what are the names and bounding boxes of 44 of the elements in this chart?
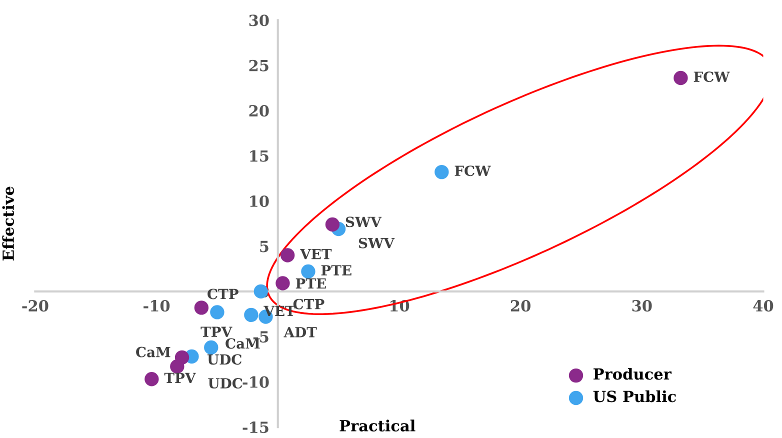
- annotation: UDC: [208, 378, 242, 389]
- point: [170, 359, 184, 374]
- point: [194, 300, 209, 315]
- y-axis-title: Effective: [2, 186, 14, 261]
- y-tick-label: 5: [260, 240, 268, 252]
- point: [244, 308, 258, 322]
- annotation: ADT: [284, 327, 317, 338]
- point: [276, 276, 290, 290]
- y-tick-label: 30: [249, 14, 269, 26]
- point: [204, 340, 218, 355]
- point: [325, 217, 340, 232]
- x-tick-label: 40: [753, 300, 774, 312]
- y-tick-label: -10: [242, 376, 269, 388]
- annotation: PTE: [321, 265, 352, 276]
- annotation: FCW: [454, 166, 491, 176]
- x-tick-label: -20: [22, 300, 48, 312]
- legend-label: US Public: [593, 390, 676, 402]
- y-tick-label: -15: [242, 422, 268, 434]
- point: [674, 70, 688, 86]
- annotation: TPV: [164, 372, 196, 383]
- x-tick-label: 30: [632, 300, 652, 312]
- annotation: CTP: [208, 288, 238, 300]
- point: [301, 264, 316, 279]
- annotation: TPV: [200, 326, 232, 337]
- x-tick-label: 20: [510, 300, 530, 312]
- point: [210, 305, 224, 320]
- annotation: CTP: [293, 298, 324, 310]
- y-tick-label: 10: [250, 195, 269, 208]
- annotation: SWV: [358, 238, 395, 248]
- point: [434, 164, 449, 180]
- annotation: UDC: [207, 354, 242, 365]
- annotation: SWV: [346, 216, 382, 228]
- point: [144, 372, 159, 386]
- y-tick-label: 15: [250, 150, 268, 162]
- legend-label: Producer: [594, 368, 672, 380]
- annotation: VET: [300, 248, 332, 260]
- x-axis-title: Practical: [340, 420, 416, 432]
- annotation: CaM: [136, 346, 170, 358]
- y-tick-label: 25: [249, 60, 268, 72]
- point: [280, 248, 295, 262]
- y-tick-label: 20: [249, 105, 269, 117]
- annotation: FCW: [694, 72, 730, 82]
- annotation: PTE: [296, 278, 326, 288]
- x-tick-label: -10: [144, 300, 170, 312]
